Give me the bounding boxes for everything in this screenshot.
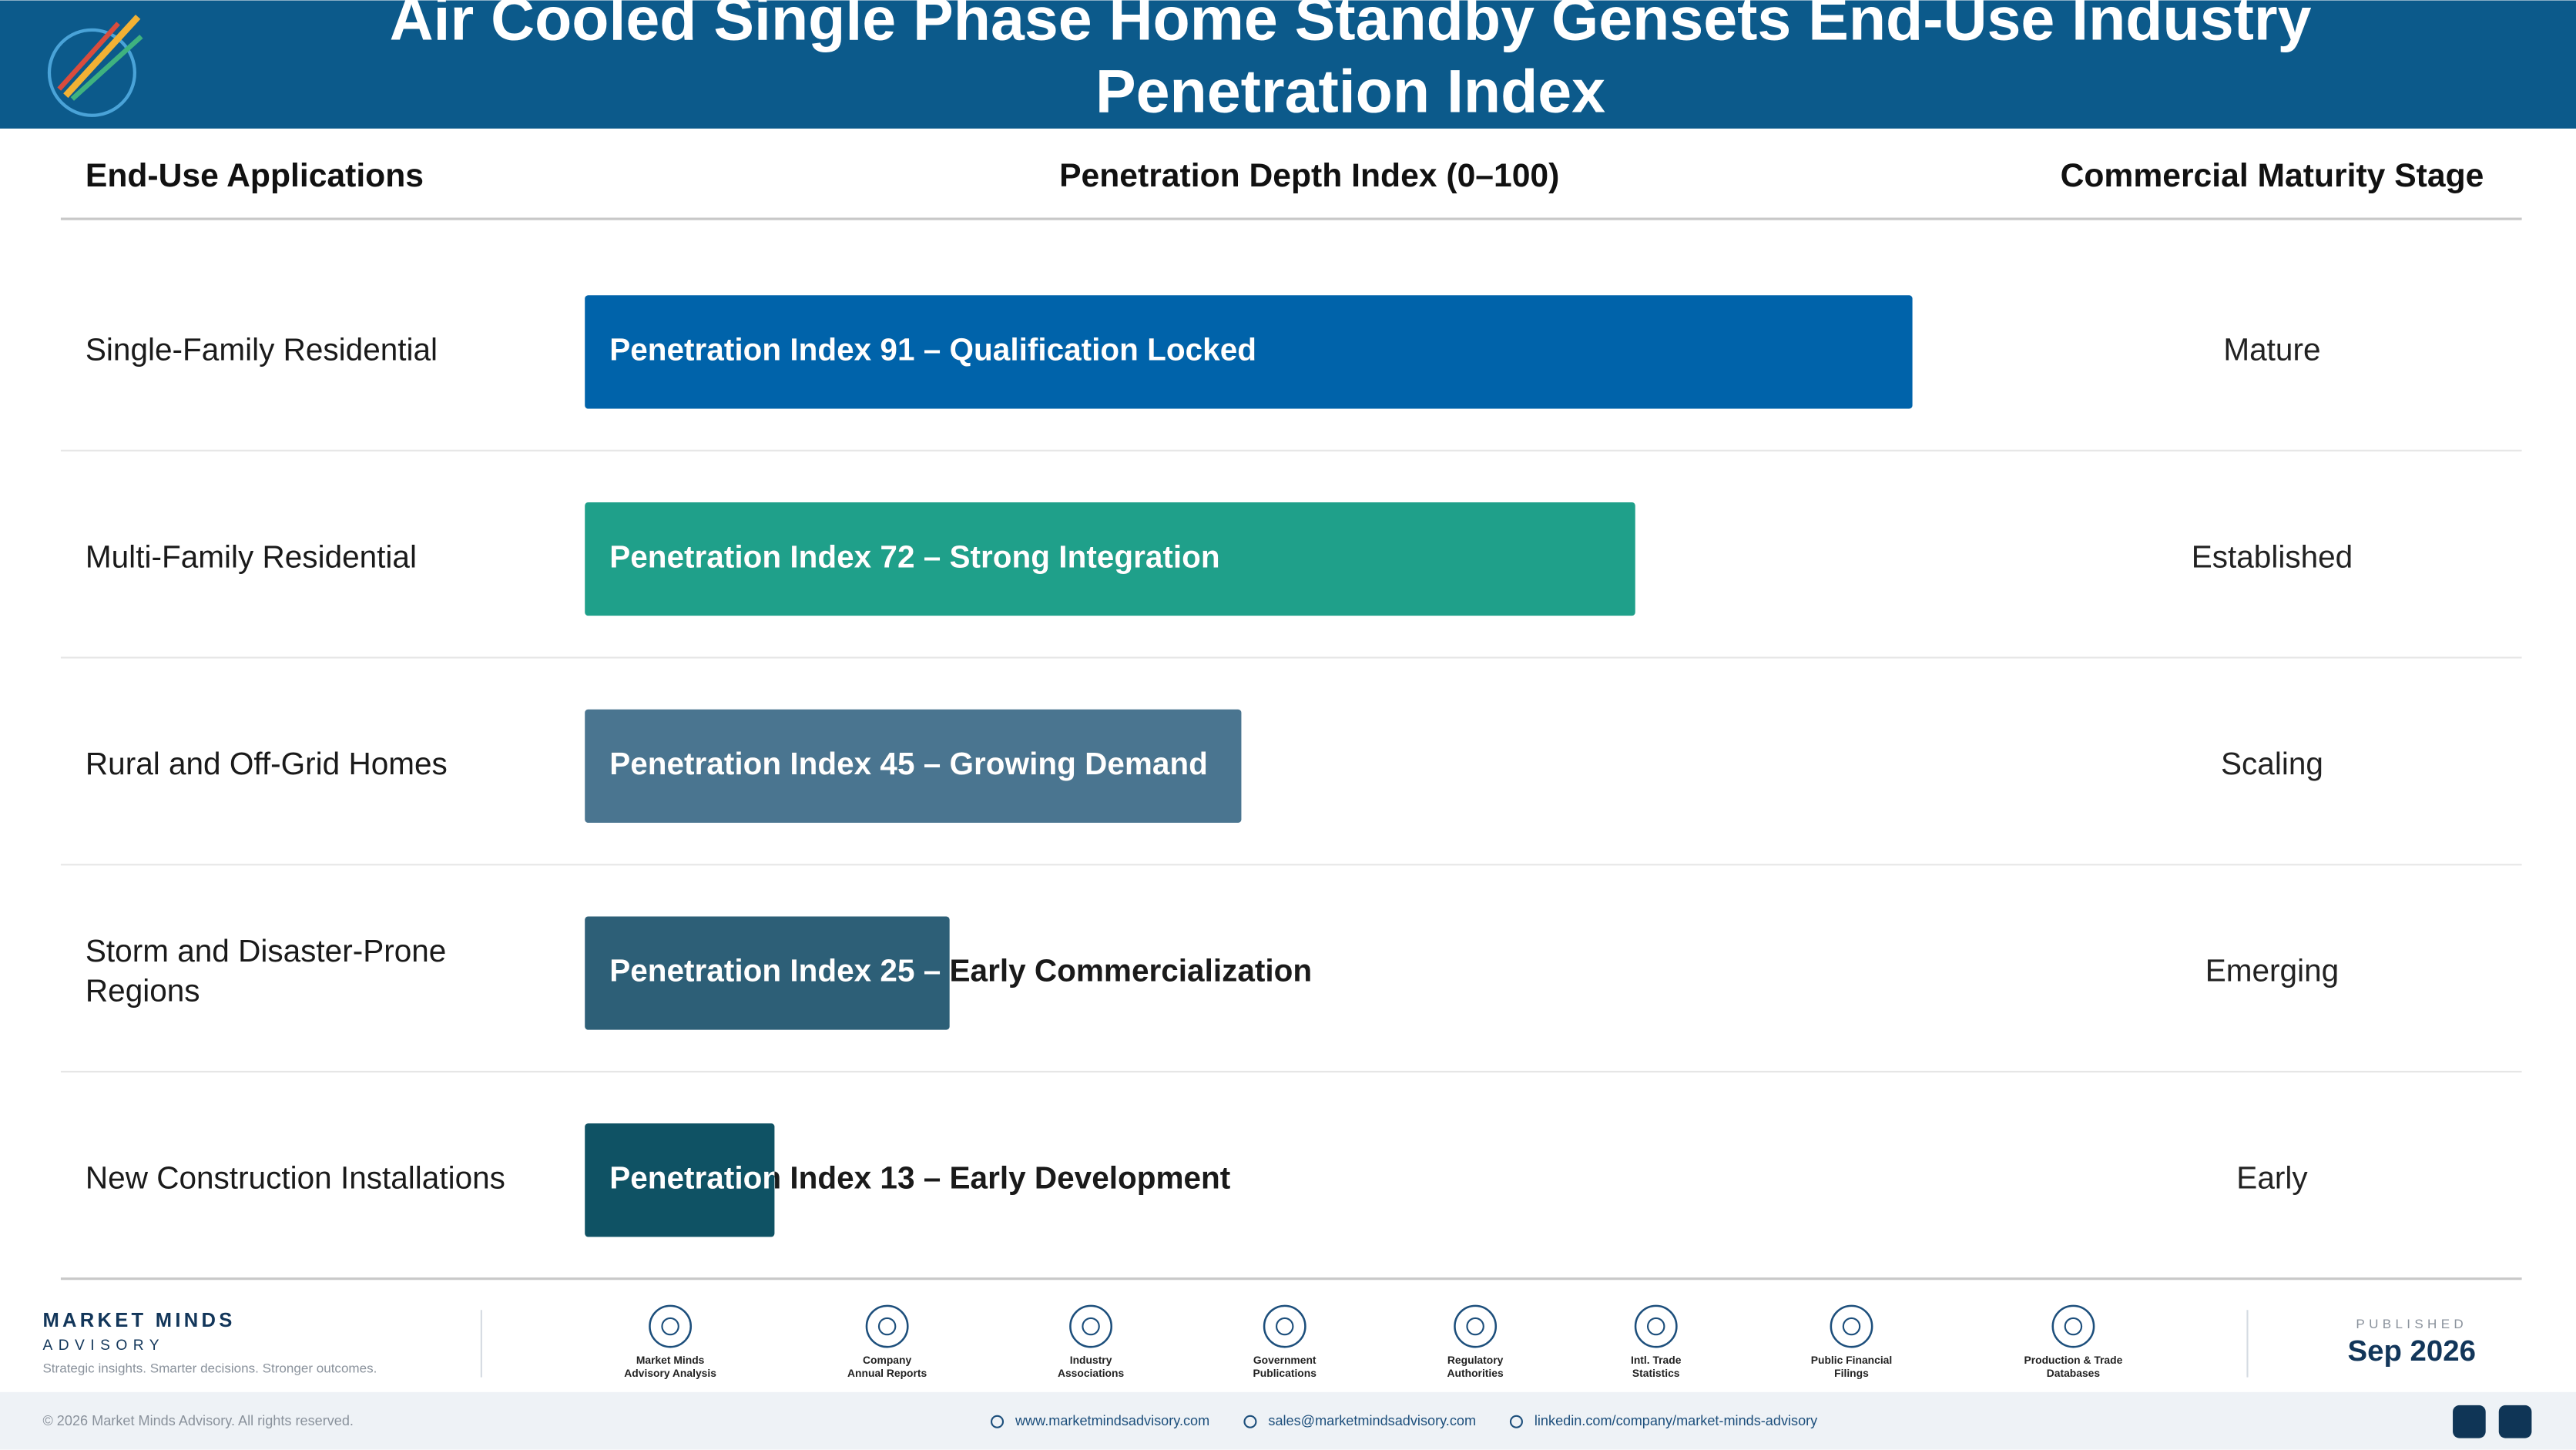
source-label: Statistics: [1632, 1367, 1680, 1379]
source-label: Government: [1253, 1354, 1317, 1366]
source-icon: [865, 1304, 909, 1348]
value-label: Penetration Index 45 – Growing Demand: [609, 746, 1208, 781]
source-icon-dot: [2064, 1317, 2083, 1336]
source-icon-dot: [1466, 1317, 1484, 1336]
column-header: End-Use Applications: [86, 157, 424, 194]
source-label: Production & Trade: [2024, 1354, 2122, 1366]
stage-label: Established: [2192, 539, 2353, 574]
source-label: Associations: [1058, 1367, 1125, 1379]
source-icon: [1454, 1304, 1498, 1348]
column-header: Commercial Maturity Stage: [2061, 157, 2484, 194]
value-label: Penetration Index 45 – Growing Demand: [609, 746, 1208, 781]
category-label-box: Single-Family Residential: [85, 334, 438, 369]
brand: MARKET MINDS: [42, 1310, 235, 1331]
source-label: Market Minds: [636, 1354, 705, 1366]
category-label: Multi-Family Residential: [85, 541, 417, 576]
source-label: Advisory Analysis: [624, 1367, 716, 1379]
source-icon: [1830, 1304, 1873, 1348]
source-icon: [649, 1304, 693, 1348]
contact-icon: [1243, 1415, 1257, 1428]
value-label: Penetration Index 72 – Strong Integratio…: [609, 539, 1219, 574]
bar: [585, 916, 950, 1030]
category-label-box: New Construction Installations: [85, 1162, 505, 1197]
bar: [585, 295, 1913, 409]
contact: www.marketmindsadvisory.com: [1015, 1413, 1209, 1428]
chart-title: Air Cooled Single Phase Home Standby Gen…: [389, 0, 2312, 126]
bar: [585, 1123, 775, 1237]
stage-label: Scaling: [2221, 746, 2323, 781]
brand-sub: ADVISORY: [42, 1338, 165, 1354]
category-label-box: Multi-Family Residential: [85, 541, 417, 576]
value-label: Penetration Index 25 – Early Commerciali…: [609, 953, 1312, 988]
source-label: Industry: [1070, 1354, 1112, 1366]
footer-bottom: [0, 1391, 2576, 1450]
source-label: Annual Reports: [847, 1367, 927, 1379]
source-label: Filings: [1834, 1367, 1869, 1379]
column-header: Penetration Depth Index (0–100): [1059, 157, 1559, 194]
category-label: Storm and Disaster-Prone Regions: [85, 935, 447, 1009]
source-icon: [1634, 1304, 1678, 1348]
source-icon: [1263, 1304, 1306, 1348]
social-x[interactable]: [2453, 1405, 2486, 1438]
source-icon-dot: [1646, 1317, 1665, 1336]
bar: [585, 502, 1635, 616]
contact: linkedin.com/company/market-minds-adviso…: [1535, 1413, 1818, 1428]
stage-label: Mature: [2223, 332, 2320, 368]
source-label: Public Financial: [1811, 1354, 1893, 1366]
category-label: Rural and Off-Grid Homes: [85, 747, 448, 783]
value-label: Penetration Index 13 – Early Development: [609, 1160, 1230, 1195]
category-label: Single-Family Residential: [85, 334, 438, 369]
source-label: Intl. Trade: [1631, 1354, 1682, 1366]
source-icon-dot: [1276, 1317, 1294, 1336]
published-date: Sep 2026: [2348, 1334, 2476, 1368]
contact-icon: [1509, 1415, 1523, 1428]
header-band: [0, 0, 2576, 129]
value-label: Penetration Index 91 – Qualification Loc…: [609, 332, 1256, 368]
published-label: PUBLISHED: [2356, 1317, 2467, 1331]
source-icon-dot: [661, 1317, 679, 1336]
bar: [585, 709, 1242, 823]
tagline: Strategic insights. Smarter decisions. S…: [42, 1361, 377, 1376]
contact: sales@marketmindsadvisory.com: [1268, 1413, 1476, 1428]
value-label: Penetration Index 91 – Qualification Loc…: [609, 332, 1256, 368]
category-label-box: Storm and Disaster-Prone Regions: [85, 935, 447, 1009]
contact-icon: [990, 1415, 1005, 1428]
source-label: Publications: [1253, 1367, 1317, 1379]
category-label-box: Rural and Off-Grid Homes: [85, 747, 448, 783]
stage-label: Emerging: [2205, 953, 2339, 988]
social-video[interactable]: [2498, 1405, 2532, 1438]
source-label: Authorities: [1447, 1367, 1504, 1379]
title-box: Air Cooled Single Phase Home Standby Gen…: [389, 0, 2312, 126]
source-icon: [2051, 1304, 2095, 1348]
copyright: © 2026 Market Minds Advisory. All rights…: [42, 1413, 354, 1428]
logo: [47, 14, 143, 117]
value-label: Penetration Index 13 – Early Development: [609, 1160, 1230, 1195]
source-icon: [1069, 1304, 1113, 1348]
source-label: Regulatory: [1447, 1354, 1504, 1366]
source-label: Company: [863, 1354, 911, 1366]
source-icon-dot: [877, 1317, 897, 1336]
source-icon-dot: [1082, 1317, 1100, 1336]
value-label: Penetration Index 72 – Strong Integratio…: [609, 539, 1219, 574]
source-icon-dot: [1842, 1317, 1861, 1336]
category-label: New Construction Installations: [85, 1162, 505, 1197]
stage-label: Early: [2236, 1160, 2308, 1195]
value-label: Penetration Index 25 – Early Commerciali…: [609, 953, 1312, 988]
source-label: Databases: [2047, 1367, 2101, 1379]
